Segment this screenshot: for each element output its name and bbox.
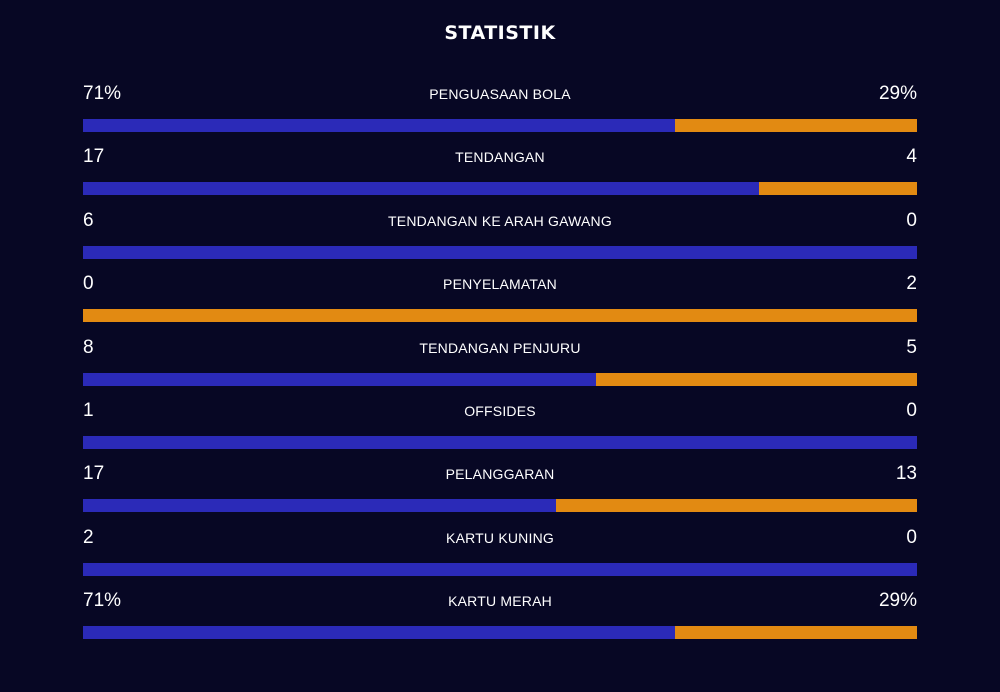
home-value: 6 [83, 209, 94, 231]
home-bar-segment [83, 626, 676, 640]
away-bar-segment [675, 119, 917, 132]
home-bar-segment [83, 119, 676, 132]
stat-label: TENDANGAN KE ARAH GAWANG [388, 212, 612, 229]
stat-header: 71% PENGUASAAN BOLA 29% [83, 82, 917, 108]
stat-label: PELANGGARAN [445, 466, 555, 483]
stat-row: 0 PENYELAMATAN 2 [83, 272, 917, 335]
home-bar-segment [83, 182, 759, 196]
away-value: 13 [895, 463, 917, 485]
away-bar-segment [675, 626, 917, 640]
comparison-bar [83, 372, 917, 386]
comparison-bar [83, 562, 917, 576]
stat-header: 2 KARTU KUNING 0 [83, 526, 917, 552]
stat-header: 1 OFFSIDES 0 [83, 399, 917, 425]
away-value: 0 [906, 399, 917, 421]
stat-row: 71% KARTU MERAH 29% [83, 589, 917, 652]
home-value: 71% [83, 83, 122, 104]
away-value: 2 [906, 273, 917, 295]
stat-label: KARTU KUNING [446, 529, 554, 546]
stats-list: 71% PENGUASAAN BOLA 29% 17 TENDANGAN 4 6 TENDAN… [83, 82, 917, 653]
home-value: 1 [83, 399, 94, 421]
stat-label: TENDANGAN [455, 149, 545, 166]
comparison-bar [83, 245, 917, 259]
home-bar-segment [83, 372, 596, 386]
stat-label: PENGUASAAN BOLA [429, 86, 571, 102]
away-value: 4 [906, 146, 917, 168]
stat-row: 8 TENDANGAN PENJURU 5 [83, 336, 917, 399]
away-value: 29% [878, 590, 917, 612]
away-bar-segment [758, 182, 917, 196]
away-bar-segment [595, 372, 917, 386]
stat-header: 6 TENDANGAN KE ARAH GAWANG 0 [83, 209, 917, 235]
comparison-bar [83, 499, 917, 513]
home-value: 2 [83, 526, 94, 548]
away-value: 5 [906, 336, 917, 358]
comparison-bar [83, 435, 917, 449]
comparison-bar [83, 119, 917, 132]
away-bar-segment [83, 309, 917, 323]
panel-title: STATISTIK [444, 22, 556, 44]
stat-row: 17 TENDANGAN 4 [83, 145, 917, 208]
stat-header: 0 PENYELAMATAN 2 [83, 272, 917, 298]
away-value: 0 [906, 209, 917, 231]
stat-row: 17 PELANGGARAN 13 [83, 462, 917, 525]
away-value: 29% [878, 83, 917, 104]
comparison-bar [83, 626, 917, 640]
stat-header: 17 TENDANGAN 4 [83, 145, 917, 171]
home-value: 8 [83, 336, 94, 358]
stat-label: OFFSIDES [464, 402, 536, 419]
stat-label: TENDANGAN PENJURU [419, 339, 581, 356]
stat-row: 1 OFFSIDES 0 [83, 399, 917, 462]
stat-row: 2 KARTU KUNING 0 [83, 526, 917, 589]
home-bar-segment [83, 562, 917, 576]
stat-row: 71% PENGUASAAN BOLA 29% [83, 82, 917, 145]
stat-label: PENYELAMATAN [443, 276, 557, 293]
away-bar-segment [555, 499, 917, 513]
comparison-bar [83, 182, 917, 196]
stat-header: 71% KARTU MERAH 29% [83, 589, 917, 615]
home-value: 71% [83, 590, 122, 612]
stat-label: KARTU MERAH [448, 593, 552, 610]
away-value: 0 [906, 526, 917, 548]
home-value: 0 [83, 273, 94, 295]
home-bar-segment [83, 435, 917, 449]
home-value: 17 [83, 146, 105, 168]
home-bar-segment [83, 245, 917, 259]
stat-row: 6 TENDANGAN KE ARAH GAWANG 0 [83, 209, 917, 272]
stat-header: 8 TENDANGAN PENJURU 5 [83, 336, 917, 362]
home-value: 17 [83, 463, 105, 485]
comparison-bar [83, 309, 917, 323]
stat-header: 17 PELANGGARAN 13 [83, 462, 917, 488]
home-bar-segment [83, 499, 556, 513]
